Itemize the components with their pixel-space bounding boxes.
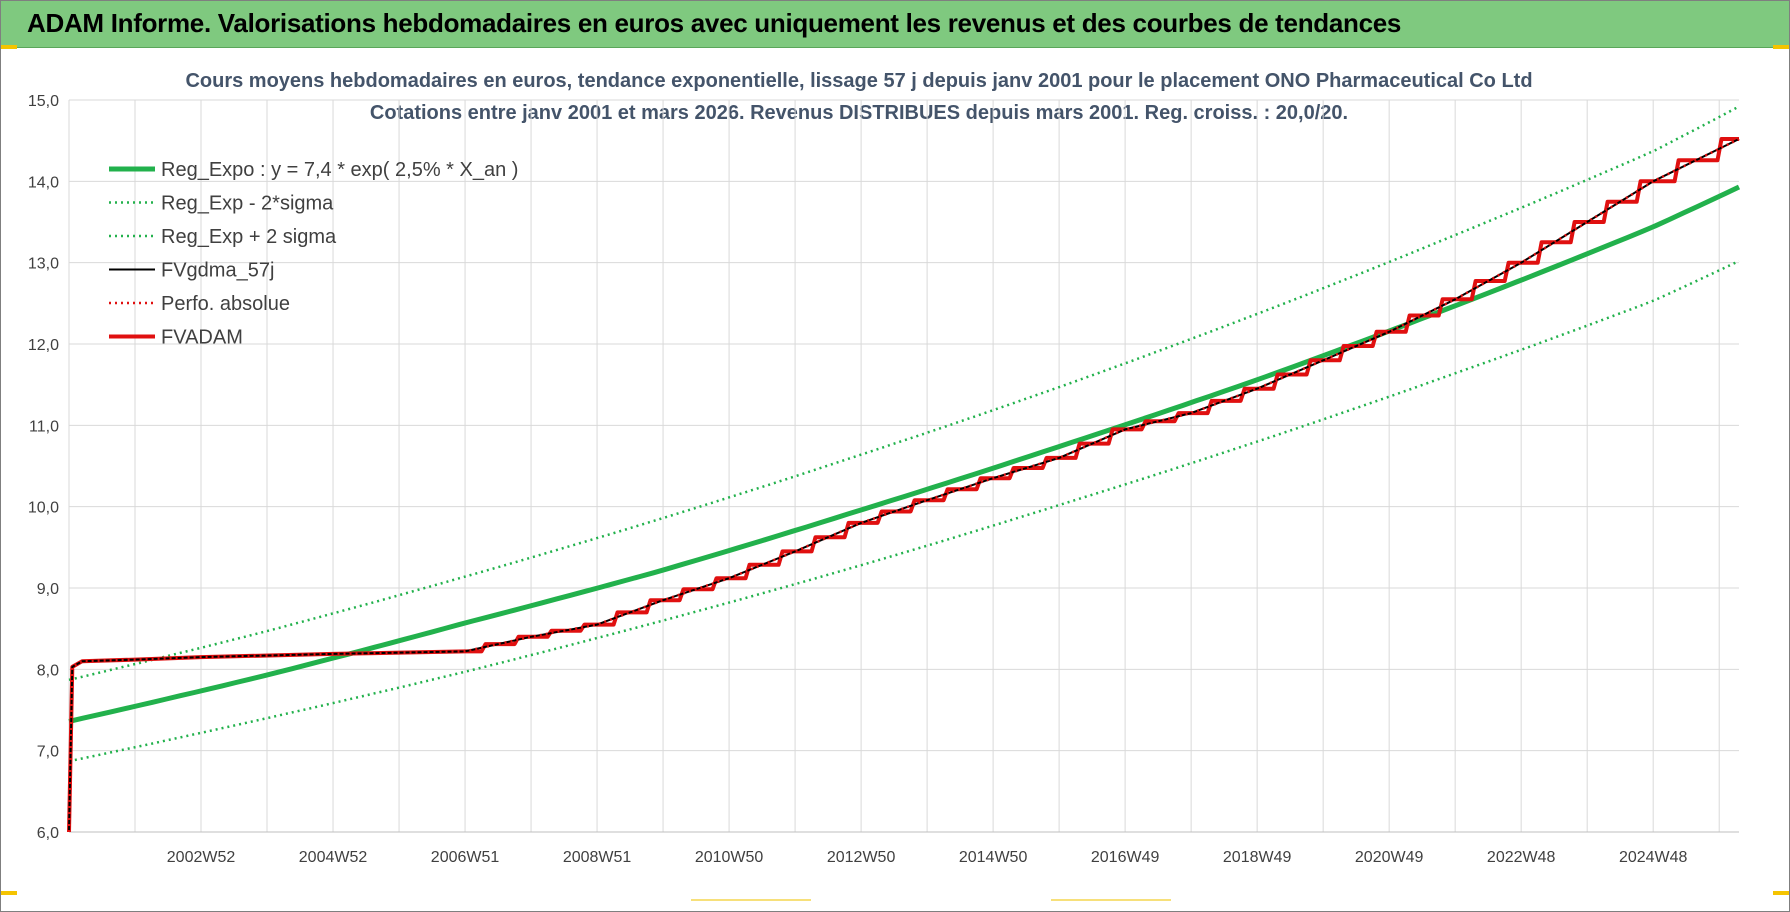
- series-line-1: [68, 259, 1740, 763]
- legend-label: Reg_Expo : y = 7,4 * exp( 2,5% * X_an ): [161, 159, 518, 181]
- x-tick-label: 2008W51: [563, 849, 632, 866]
- x-tick-label: 2018W49: [1223, 849, 1292, 866]
- corner-mark-left: [1, 45, 17, 49]
- chart-subtitle: Cotations entre janv 2001 et mars 2026. …: [370, 102, 1348, 124]
- x-tick-label: 2004W52: [299, 849, 368, 866]
- x-tick-label: 2002W52: [167, 849, 236, 866]
- x-tick-label: 2006W51: [431, 849, 500, 866]
- x-tick-label: 2024W48: [1619, 849, 1688, 866]
- legend-label: Perfo. absolue: [161, 293, 290, 315]
- legend-label: FVADAM: [161, 327, 243, 349]
- y-tick-label: 7,0: [37, 744, 59, 761]
- y-tick-label: 15,0: [28, 93, 59, 110]
- bottom-mark-2: [1051, 899, 1171, 901]
- x-tick-label: 2016W49: [1091, 849, 1160, 866]
- y-tick-label: 10,0: [28, 500, 59, 517]
- y-tick-label: 13,0: [28, 256, 59, 273]
- chart-area: Cours moyens hebdomadaires en euros, ten…: [9, 53, 1781, 893]
- y-tick-label: 14,0: [28, 174, 59, 191]
- y-tick-label: 9,0: [37, 581, 59, 598]
- y-tick-label: 11,0: [29, 418, 59, 435]
- legend-label: FVgdma_57j: [161, 260, 274, 282]
- y-tick-label: 12,0: [28, 337, 59, 354]
- series-line-0: [68, 184, 1741, 724]
- corner-mark-bottom-left: [1, 891, 17, 895]
- legend-label: Reg_Exp + 2 sigma: [161, 226, 337, 248]
- series-line-3: [68, 138, 1740, 833]
- banner-title: ADAM Informe. Valorisations hebdomadaire…: [27, 8, 1402, 38]
- x-tick-label: 2010W50: [695, 849, 764, 866]
- x-tick-label: 2020W49: [1355, 849, 1424, 866]
- series-line-5: [67, 137, 1739, 833]
- header-banner: ADAM Informe. Valorisations hebdomadaire…: [1, 1, 1789, 48]
- axes: 6,0 7,0 8,0 9,0 10,0 11,0 12,0 13,0 14,0 15,0 2002…: [28, 93, 1739, 866]
- x-tick-label: 2022W48: [1487, 849, 1556, 866]
- y-tick-label: 8,0: [37, 662, 59, 679]
- x-tick-label: 2012W50: [827, 849, 896, 866]
- chart-title: Cours moyens hebdomadaires en euros, ten…: [185, 70, 1532, 92]
- bottom-mark-1: [691, 899, 811, 901]
- corner-mark-bottom-right: [1773, 891, 1789, 895]
- corner-mark-right: [1773, 45, 1789, 49]
- legend-label: Reg_Exp - 2*sigma: [161, 193, 334, 215]
- line-chart: Cours moyens hebdomadaires en euros, ten…: [28, 70, 1741, 866]
- grid-lines: [68, 99, 1739, 833]
- legend: Reg_Expo : y = 7,4 * exp( 2,5% * X_an ) R…: [109, 159, 518, 349]
- series-group: [67, 105, 1741, 833]
- x-tick-label: 2014W50: [959, 849, 1028, 866]
- y-tick-label: 6,0: [37, 825, 59, 842]
